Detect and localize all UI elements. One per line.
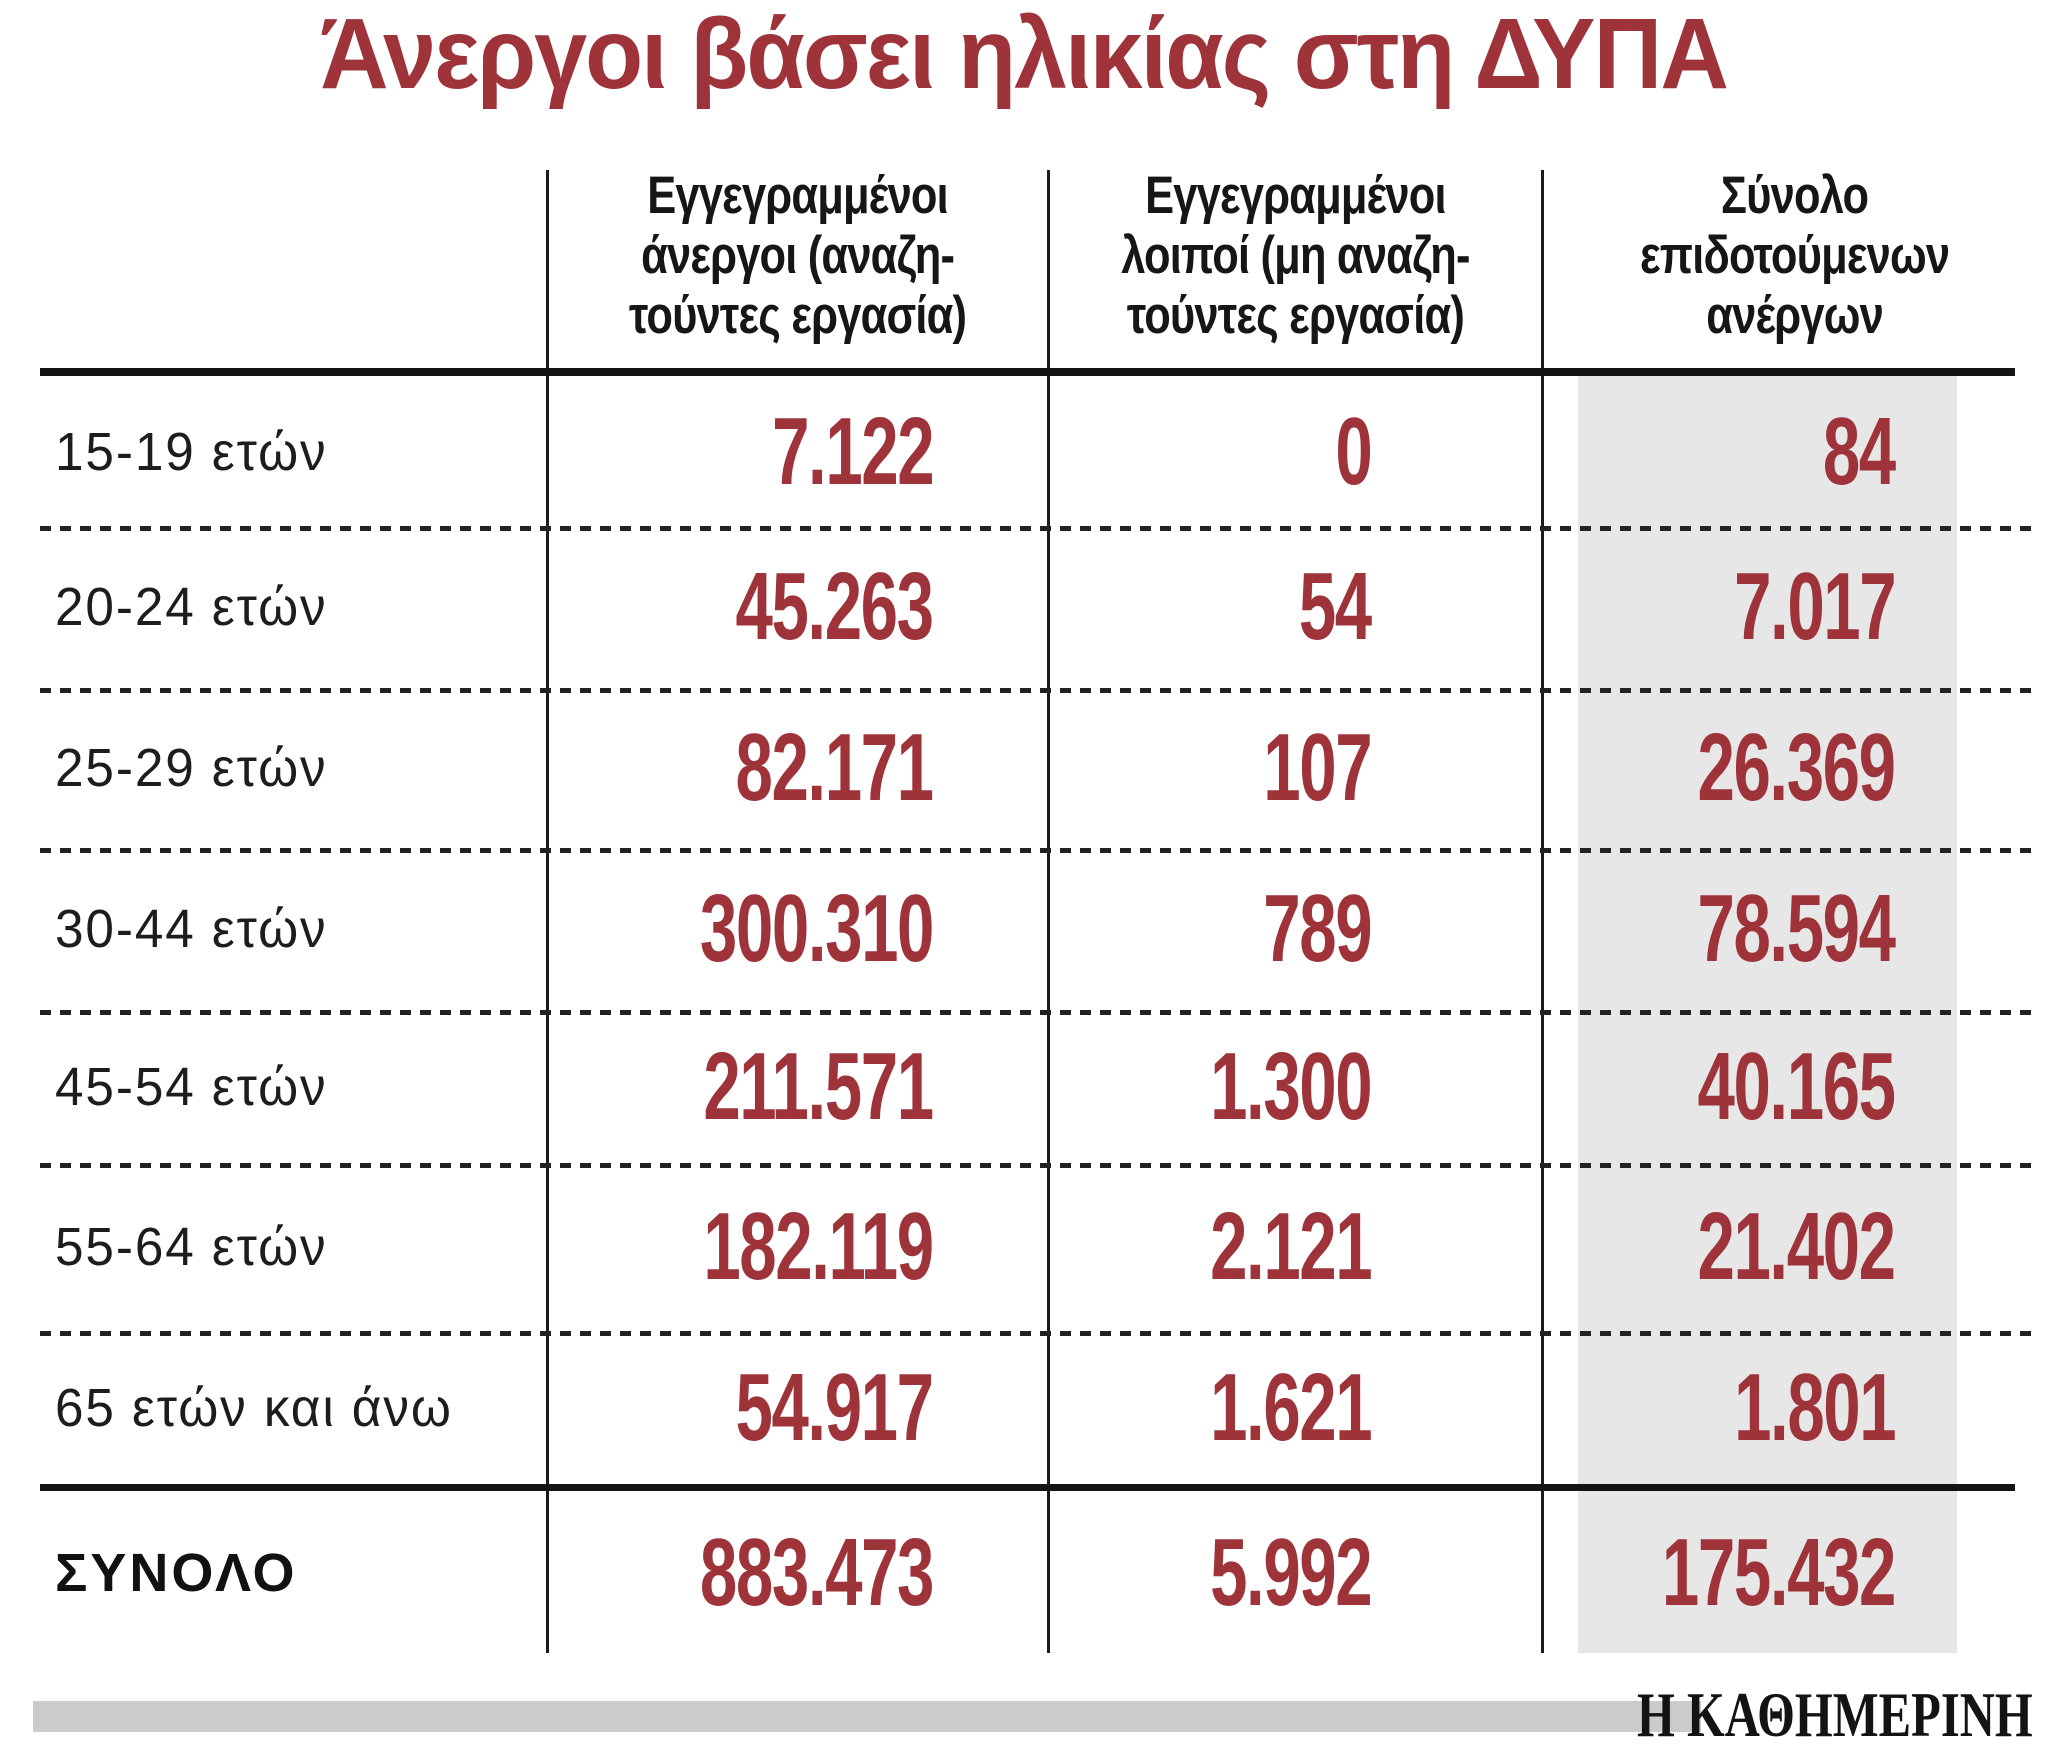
header-line: Σύνολο bbox=[1721, 166, 1869, 225]
registered-other-value: 789 bbox=[1263, 875, 1372, 982]
subsidized-total-value: 21.402 bbox=[1697, 1193, 1897, 1300]
header-line: λοιποί (μη αναζη- bbox=[1120, 226, 1470, 285]
registered-other-value: 0 bbox=[1335, 398, 1372, 505]
registered-unemployed-value: 7.122 bbox=[771, 398, 935, 505]
header-line: ανέργων bbox=[1706, 286, 1885, 345]
subsidized-total-value: 78.594 bbox=[1697, 875, 1897, 982]
age-label: 20-24 ετών bbox=[55, 577, 328, 637]
header-line: τούντες εργασία) bbox=[628, 286, 967, 345]
age-label: 25-29 ετών bbox=[55, 738, 328, 798]
subsidized-total-value: 1.801 bbox=[1733, 1353, 1897, 1461]
row-separator-dotted bbox=[40, 1331, 2040, 1336]
age-label: 55-64 ετών bbox=[55, 1217, 328, 1277]
age-label: 15-19 ετών bbox=[55, 422, 328, 482]
registered-other-value: 2.121 bbox=[1209, 1193, 1373, 1300]
registered-other-total: 5.992 bbox=[1209, 1518, 1373, 1626]
registered-unemployed-value: 45.263 bbox=[735, 553, 935, 660]
column-divider-line bbox=[1047, 170, 1050, 1653]
table-row: 55-64 ετών 182.119 2.121 21.402 bbox=[0, 1163, 2048, 1331]
column-divider-line bbox=[546, 170, 549, 1653]
registered-other-value: 1.621 bbox=[1209, 1353, 1373, 1461]
subsidized-total-value: 26.369 bbox=[1697, 714, 1897, 821]
row-separator-dotted bbox=[40, 688, 2040, 693]
registered-unemployed-value: 54.917 bbox=[735, 1353, 935, 1461]
registered-other-value: 1.300 bbox=[1209, 1032, 1373, 1140]
registered-other-value: 54 bbox=[1299, 553, 1372, 660]
header-line: επιδοτούμενων bbox=[1640, 226, 1950, 285]
total-rule bbox=[40, 1484, 2015, 1491]
table-total-row: ΣΥΝΟΛΟ 883.473 5.992 175.432 bbox=[0, 1492, 2048, 1653]
row-separator-dotted bbox=[40, 1163, 2040, 1168]
table-row: 65 ετών και άνω 54.917 1.621 1.801 bbox=[0, 1331, 2048, 1484]
subsidized-total-value: 84 bbox=[1823, 398, 1896, 505]
column-header-subsidized-total: Σύνολο επιδοτούμενων ανέργων bbox=[1542, 166, 2048, 346]
header-rule bbox=[40, 368, 2015, 376]
table-row: 15-19 ετών 7.122 0 84 bbox=[0, 378, 2048, 526]
age-label: 45-54 ετών bbox=[55, 1056, 328, 1117]
registered-unemployed-value: 182.119 bbox=[703, 1193, 935, 1300]
table-row: 20-24 ετών 45.263 54 7.017 bbox=[0, 526, 2048, 688]
header-line: Εγγεγραμμένοι bbox=[647, 166, 948, 225]
row-separator-dotted bbox=[40, 1010, 2040, 1015]
registered-unemployed-value: 211.571 bbox=[703, 1032, 935, 1140]
subsidized-total-value: 7.017 bbox=[1733, 553, 1897, 660]
header-line: Εγγεγραμμένοι bbox=[1144, 166, 1446, 225]
subsidized-total-total: 175.432 bbox=[1661, 1518, 1897, 1626]
registered-unemployed-value: 82.171 bbox=[735, 714, 935, 821]
age-label: 65 ετών και άνω bbox=[55, 1377, 453, 1438]
registered-unemployed-value: 300.310 bbox=[699, 875, 935, 982]
registered-unemployed-total: 883.473 bbox=[699, 1518, 935, 1626]
table-row: 30-44 ετών 300.310 789 78.594 bbox=[0, 848, 2048, 1010]
publisher-logo-text: Η ΚΑΘΗΜΕΡΙΝΗ bbox=[1637, 1679, 2033, 1750]
column-header-registered-unemployed: Εγγεγραμμένοι άνεργοι (αναζη- τούντες ερ… bbox=[547, 166, 1048, 346]
header-line: τούντες εργασία) bbox=[1126, 286, 1464, 345]
page-title: Άνεργοι βάσει ηλικίας στη ΔΥΠΑ bbox=[0, 0, 2048, 116]
footer-bar bbox=[33, 1701, 1701, 1732]
subsidized-total-value: 40.165 bbox=[1697, 1032, 1897, 1140]
age-label: 30-44 ετών bbox=[55, 899, 328, 959]
page-title-text: Άνεργοι βάσει ηλικίας στη ΔΥΠΑ bbox=[320, 0, 1729, 110]
registered-other-value: 107 bbox=[1263, 714, 1372, 821]
publisher-logo: Η ΚΑΘΗΜΕΡΙΝΗ bbox=[1512, 1678, 2033, 1750]
row-separator-dotted bbox=[40, 848, 2040, 853]
total-label: ΣΥΝΟΛΟ bbox=[55, 1542, 298, 1603]
column-divider-line bbox=[1541, 170, 1544, 1653]
table-row: 25-29 ετών 82.171 107 26.369 bbox=[0, 688, 2048, 848]
header-line: άνεργοι (αναζη- bbox=[640, 226, 955, 285]
row-separator-dotted bbox=[40, 526, 2040, 531]
table-row: 45-54 ετών 211.571 1.300 40.165 bbox=[0, 1010, 2048, 1163]
column-header-registered-other: Εγγεγραμμένοι λοιποί (μη αναζη- τούντες … bbox=[1048, 166, 1542, 346]
